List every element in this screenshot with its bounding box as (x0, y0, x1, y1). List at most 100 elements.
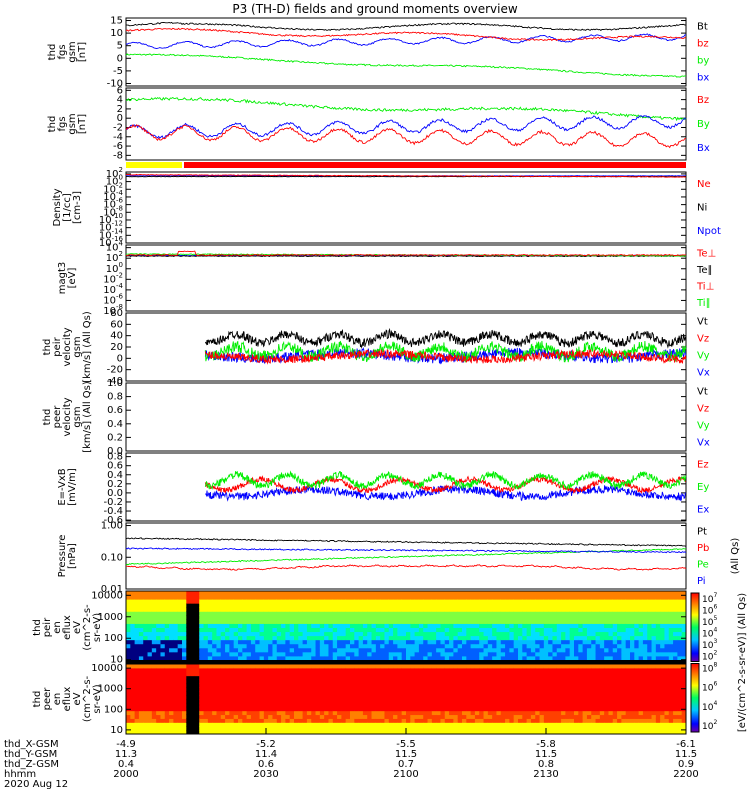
spectrogram-cell (591, 615, 597, 620)
y-ticks: 1.00.80.60.40.20.0 (107, 378, 686, 457)
spectrogram-cell (565, 702, 571, 708)
spectrogram-cell (574, 627, 579, 633)
spectrogram-cell (255, 651, 261, 657)
spectrogram-cell (362, 595, 368, 600)
spectrogram-cell (518, 667, 523, 673)
spectrogram-cell (578, 722, 584, 727)
spectrogram-cell (203, 591, 209, 596)
spectrogram-cell (453, 643, 459, 649)
spectrogram-cell (457, 647, 463, 653)
spectrogram-cell (565, 655, 571, 661)
spectrogram-cell (130, 671, 136, 677)
spectrogram-cell (574, 635, 579, 641)
spectrogram-cell (479, 699, 485, 704)
spectrogram-cell (324, 611, 329, 616)
spectrogram-cell (462, 639, 467, 645)
spectrogram-cell (332, 615, 338, 620)
spectrogram-cell (134, 615, 140, 620)
spectrogram-cell (681, 730, 687, 735)
spectrogram-cell (332, 706, 338, 712)
spectrogram-cell (319, 699, 325, 704)
spectrogram-cell (418, 679, 424, 684)
spectrogram-cell (462, 619, 467, 624)
spectrogram-cell (483, 699, 489, 704)
spectrogram-cell (324, 702, 329, 708)
spectrogram-cell (436, 679, 441, 684)
spectrogram-cell (634, 595, 640, 600)
spectrogram-cell (207, 699, 213, 704)
spectrogram-cell (625, 702, 631, 708)
spectrogram-cell (681, 651, 687, 657)
spectrogram-cell (384, 651, 390, 657)
spectrogram-cell (319, 599, 325, 604)
spectrogram-cell (294, 675, 299, 681)
spectrogram-cell (190, 702, 196, 708)
spectrogram-cell (509, 687, 515, 692)
spectrogram-cell (354, 667, 360, 673)
spectrogram-cell (617, 619, 622, 624)
spectrogram-cell (612, 651, 618, 657)
spectrogram-cell (294, 651, 299, 657)
spectrogram-cell (406, 603, 411, 608)
spectrogram-cell (483, 647, 489, 653)
spectrogram-cell (306, 695, 312, 700)
y-label-line: en (52, 621, 63, 634)
spectrogram-cell (126, 623, 131, 628)
spectrogram-cell (436, 687, 441, 692)
spectrogram-cell (294, 655, 299, 661)
spectrogram-cell (423, 699, 429, 704)
spectrogram-cell (397, 599, 403, 604)
spectrogram-cell (569, 647, 575, 653)
spectrogram-cell (341, 603, 347, 608)
spectrogram-cell (681, 726, 687, 731)
legend-entry: Npot (697, 226, 721, 237)
spectrogram-cell (500, 627, 506, 633)
spectrogram-cell (457, 667, 463, 673)
spectrogram-cell (212, 699, 217, 704)
spectrogram-cell (216, 710, 222, 716)
spectrogram-cell (673, 635, 678, 641)
spectrogram-cell (380, 710, 385, 716)
spectrogram-cell (281, 691, 286, 696)
spectrogram-cell (410, 619, 416, 624)
spectrogram-cell (655, 706, 661, 712)
spectrogram-cell (638, 631, 644, 637)
spectrogram-cell (586, 607, 592, 612)
spectrogram-cell (513, 706, 519, 712)
spectrogram-cell (599, 643, 605, 649)
spectrogram-cell (177, 635, 183, 641)
spectrogram-cell (362, 675, 368, 681)
spectrogram-cell (302, 639, 308, 645)
spectrogram-cell (169, 699, 174, 704)
spectrogram-cell (677, 615, 683, 620)
spectrogram-cell (595, 695, 601, 700)
spectrogram-cell (569, 607, 575, 612)
spectrogram-cell (285, 671, 291, 677)
spectrogram-cell (203, 710, 209, 716)
spectrogram-cell (238, 599, 243, 604)
spectrogram-cell (259, 714, 265, 719)
spectrogram-cell (212, 635, 217, 641)
spectrogram-cell (651, 699, 657, 704)
spectrogram-cell (483, 651, 489, 657)
spectrogram-cell (418, 710, 424, 716)
spectrogram-cell (345, 699, 351, 704)
spectrogram-cell (556, 639, 562, 645)
spectrogram-cell (487, 664, 493, 669)
spectrogram-cell (384, 667, 390, 673)
spectrogram-cell (143, 635, 149, 641)
spectrogram-cell (199, 687, 205, 692)
spectrogram-cell (281, 651, 286, 657)
spectrogram-cell (660, 619, 665, 624)
spectrogram-cell (203, 722, 209, 727)
spectrogram-cell (522, 607, 528, 612)
spectrogram-cell (151, 655, 157, 661)
spectrogram-cell (345, 702, 351, 708)
spectrogram-cell (552, 611, 558, 616)
spectrogram-cell (651, 710, 657, 716)
spectrogram-cell (199, 603, 205, 608)
spectrogram-cell (138, 655, 144, 661)
spectrogram-cell (212, 603, 217, 608)
spectrogram-cell (328, 691, 334, 696)
spectrogram-cell (216, 726, 222, 731)
